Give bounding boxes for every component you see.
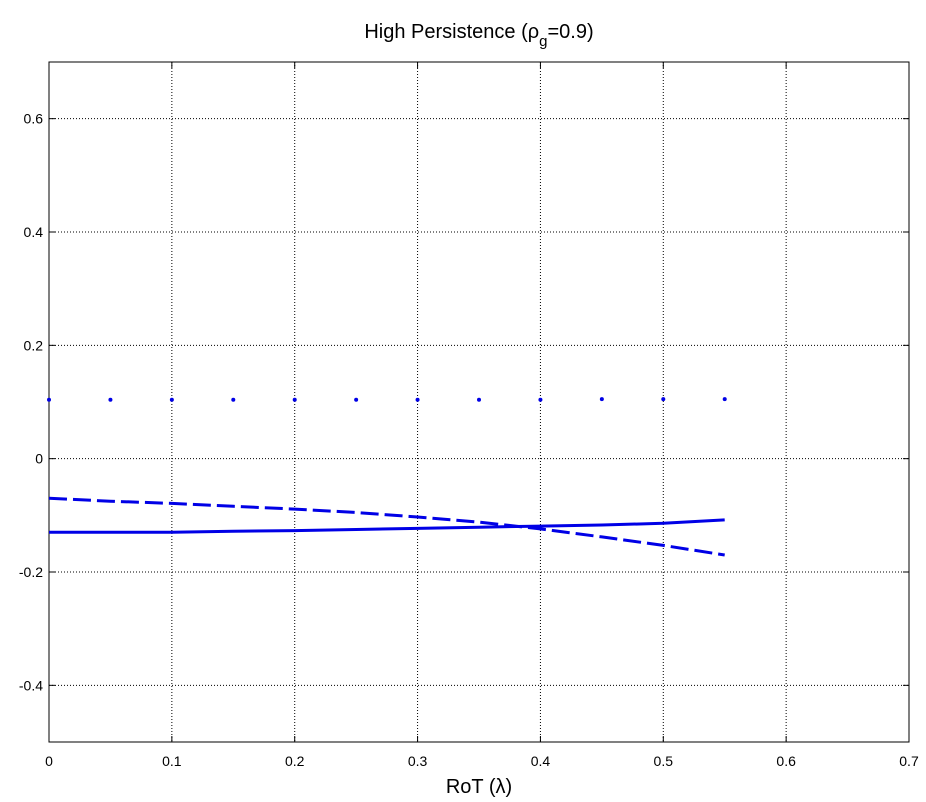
x-tick-label: 0.4 (531, 753, 551, 769)
dotted-series-point (47, 397, 51, 402)
grid (49, 62, 909, 742)
dotted-series-point (108, 397, 113, 402)
solid-series-line (49, 518, 725, 534)
y-tick-label: 0.2 (24, 337, 44, 353)
x-tick-label: 0 (45, 753, 53, 769)
dotted-series-point (354, 397, 359, 402)
dotted-series-point (477, 397, 481, 402)
x-axis-label: RoT (λ) (446, 776, 512, 798)
x-tick-label: 0.3 (408, 753, 428, 769)
dotted-series-point (661, 397, 666, 402)
y-tick-label: 0 (35, 451, 43, 467)
y-tick-label: -0.2 (19, 564, 43, 580)
y-tick-label: -0.4 (19, 677, 43, 693)
y-tick-label: 0.4 (24, 224, 44, 240)
dotted-series-point (231, 397, 236, 402)
dotted-series-point (292, 397, 297, 402)
x-tick-label: 0.7 (899, 753, 919, 769)
axis-ticks: 0 0.1 0.2 0.3 0.4 0.5 0.6 0.7 -0.4 -0.2 0 0.2 0.4 0.6 (19, 62, 919, 769)
dotted-series-point (169, 397, 174, 402)
dotted-series-point (538, 397, 543, 402)
x-tick-label: 0.5 (654, 753, 674, 769)
dashed-series-line (48, 496, 725, 557)
series-group (47, 397, 727, 557)
chart-title: High Persistence (ρg=0.9) (364, 21, 593, 50)
dotted-series-point (599, 397, 604, 402)
dotted-series-point (415, 397, 420, 402)
x-tick-label: 0.1 (162, 753, 182, 769)
dotted-series-point (722, 397, 727, 402)
plot-frame (48, 61, 910, 743)
y-tick-label: 0.6 (24, 111, 44, 127)
x-tick-label: 0.6 (776, 753, 796, 769)
x-tick-label: 0.2 (285, 753, 305, 769)
